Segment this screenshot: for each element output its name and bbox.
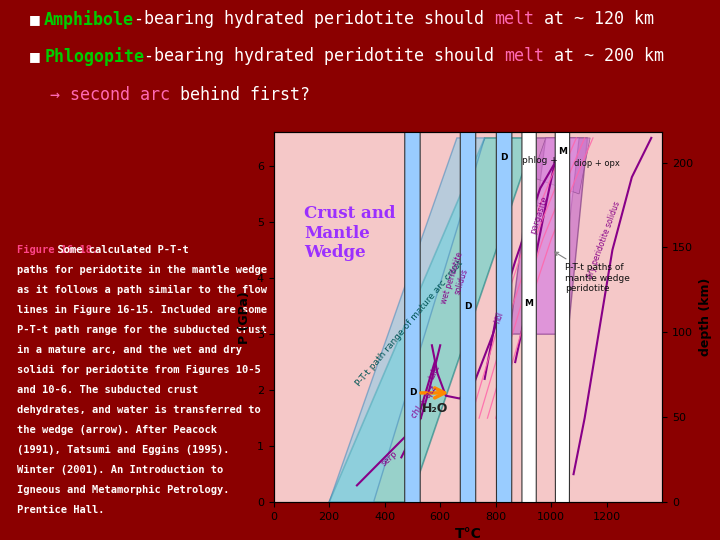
Circle shape xyxy=(555,0,570,540)
Y-axis label: depth (km): depth (km) xyxy=(699,278,712,356)
Text: melt: melt xyxy=(504,47,544,65)
Text: P-T-t paths of
mantle wedge
peridotite: P-T-t paths of mantle wedge peridotite xyxy=(554,252,630,293)
Text: at ~ 200 km: at ~ 200 km xyxy=(544,47,664,65)
Text: diop + opx: diop + opx xyxy=(574,159,619,168)
Text: D: D xyxy=(500,153,508,162)
Y-axis label: P (GPa): P (GPa) xyxy=(238,291,251,343)
Text: ■: ■ xyxy=(29,13,40,26)
Text: dehydrates, and water is transferred to: dehydrates, and water is transferred to xyxy=(17,405,261,415)
Circle shape xyxy=(496,0,512,540)
Text: pargasite: pargasite xyxy=(529,195,550,235)
Circle shape xyxy=(405,0,420,540)
Text: as it follows a path similar to the flow: as it follows a path similar to the flow xyxy=(17,285,267,295)
Text: serp: serp xyxy=(379,449,399,468)
Text: second arc: second arc xyxy=(71,86,171,104)
Text: wet peridotite
solidus: wet peridotite solidus xyxy=(439,251,474,308)
Text: chl + qtz: chl + qtz xyxy=(410,384,438,420)
Text: Prentice Hall.: Prentice Hall. xyxy=(17,505,104,515)
Text: Winter (2001). An Introduction to: Winter (2001). An Introduction to xyxy=(17,465,223,475)
Text: ■: ■ xyxy=(29,50,40,63)
Text: P-T-t path range of mature arc crust: P-T-t path range of mature arc crust xyxy=(354,258,465,388)
Text: Some calculated P-T-t: Some calculated P-T-t xyxy=(45,245,189,254)
Text: lines in Figure 16-15. Included are some: lines in Figure 16-15. Included are some xyxy=(17,305,267,315)
Text: paths for peridotite in the mantle wedge: paths for peridotite in the mantle wedge xyxy=(17,265,267,275)
Text: -bearing hydrated peridotite should: -bearing hydrated peridotite should xyxy=(144,47,504,65)
Text: phlog +: phlog + xyxy=(522,156,558,165)
Text: →: → xyxy=(50,86,71,104)
Text: (1991), Tatsumi and Eggins (1995).: (1991), Tatsumi and Eggins (1995). xyxy=(17,445,230,455)
Text: the wedge (arrow). After Peacock: the wedge (arrow). After Peacock xyxy=(17,425,217,435)
Circle shape xyxy=(522,0,536,540)
Text: behind first?: behind first? xyxy=(171,86,310,104)
Text: melt: melt xyxy=(494,10,534,29)
Text: Igneous and Metamorphic Petrology.: Igneous and Metamorphic Petrology. xyxy=(17,485,230,495)
Text: P-T-t path range for the subducted crust: P-T-t path range for the subducted crust xyxy=(17,325,267,335)
Text: at ~ 120 km: at ~ 120 km xyxy=(534,10,654,29)
Text: talc: talc xyxy=(428,363,442,381)
Text: and 10-6. The subducted crust: and 10-6. The subducted crust xyxy=(17,385,198,395)
X-axis label: T°C: T°C xyxy=(454,528,482,540)
Text: M: M xyxy=(525,299,534,308)
Text: hbl: hbl xyxy=(493,310,505,325)
Polygon shape xyxy=(329,138,535,502)
Text: Figure 16-18.: Figure 16-18. xyxy=(17,245,98,254)
Text: Phlogopite: Phlogopite xyxy=(44,46,144,66)
Circle shape xyxy=(460,0,476,540)
Text: D: D xyxy=(409,388,416,397)
Polygon shape xyxy=(532,138,590,194)
Text: -bearing hydrated peridotite should: -bearing hydrated peridotite should xyxy=(134,10,494,29)
Text: M: M xyxy=(558,147,567,157)
Polygon shape xyxy=(329,138,485,502)
Text: dry peridotite solidus: dry peridotite solidus xyxy=(586,200,622,280)
Text: D: D xyxy=(464,301,472,310)
Text: in a mature arc, and the wet and dry: in a mature arc, and the wet and dry xyxy=(17,345,242,355)
Text: Crust and
Mantle
Wedge: Crust and Mantle Wedge xyxy=(304,205,396,261)
Polygon shape xyxy=(521,138,579,334)
Text: H₂O: H₂O xyxy=(421,402,448,415)
Text: solidi for peridotite from Figures 10-5: solidi for peridotite from Figures 10-5 xyxy=(17,365,261,375)
Polygon shape xyxy=(510,138,588,334)
Text: Amphibole: Amphibole xyxy=(44,10,134,29)
